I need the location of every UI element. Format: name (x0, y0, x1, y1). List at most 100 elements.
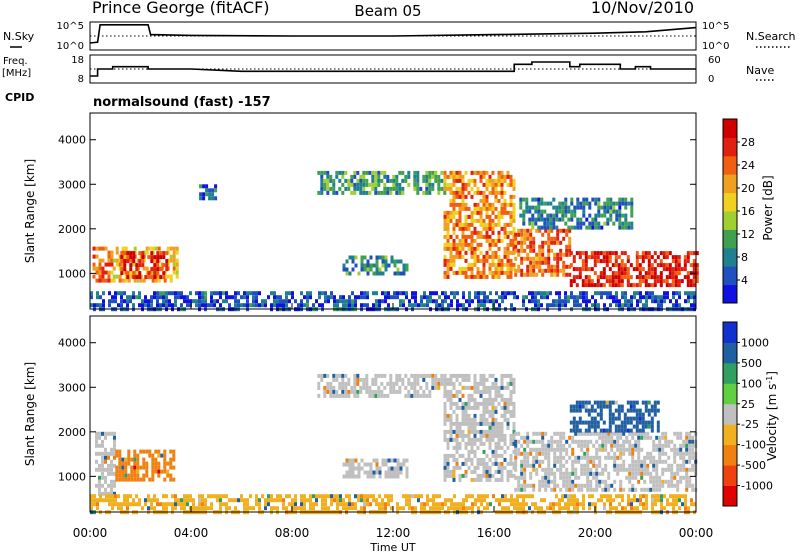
velocity-cell-r2 (380, 393, 384, 398)
velocity-cell-r0 (98, 443, 101, 448)
velocity-cell-r7 (303, 502, 306, 507)
power-cell-r9 (627, 225, 631, 230)
velocity-cell-r7 (672, 506, 675, 511)
velocity-cell-r2 (410, 385, 414, 390)
power-cell-r10 (156, 291, 159, 296)
velocity-cell-r7 (102, 498, 105, 503)
power-cell-r8 (692, 263, 696, 268)
velocity-cell-r7 (438, 506, 441, 511)
velocity-cell-r4 (449, 437, 453, 442)
power-cell-r1 (124, 278, 128, 283)
velocity-cell-r4 (503, 417, 507, 422)
power-cell-r10 (255, 291, 258, 296)
power-cell-r9 (573, 225, 577, 230)
velocity-cell-r5 (580, 439, 584, 444)
velocity-cell-r4 (449, 381, 453, 386)
velocity-cell-r1 (118, 473, 122, 478)
velocity-cell-r2 (431, 373, 435, 378)
power-cell-r1 (169, 254, 173, 259)
power-cell-r8 (680, 279, 684, 284)
velocity-cell-r4 (509, 389, 513, 394)
power-cell-r6 (470, 250, 474, 255)
velocity-cell-r3 (348, 466, 352, 471)
velocity-cell-r1 (142, 449, 146, 454)
power-cell-r6 (458, 178, 462, 183)
power-cell-r10 (201, 303, 204, 308)
power-cell-r8 (656, 275, 660, 280)
velocity-cell-r7 (678, 494, 681, 499)
velocity-cell-r5 (688, 443, 692, 448)
power-cell-r10 (414, 303, 417, 308)
velocity-cell-r5 (679, 475, 683, 480)
power-cell-r10 (606, 295, 609, 300)
velocity-cell-r7 (408, 506, 411, 511)
power-cell-r5 (378, 267, 382, 272)
ytick-label: 1000 (58, 470, 86, 483)
power-cell-r10 (318, 291, 321, 296)
velocity-cell-r0 (110, 487, 113, 492)
velocity-cell-r4 (461, 393, 465, 398)
velocity-cell-r1 (145, 461, 149, 466)
power-cell-r10 (225, 291, 228, 296)
velocity-cell-r5 (619, 447, 623, 452)
power-cell-r6 (485, 238, 489, 243)
velocity-cell-r7 (630, 498, 633, 503)
velocity-cell-r5 (529, 471, 533, 476)
velocity-cell-r5 (679, 463, 683, 468)
power-cell-r1 (112, 266, 116, 271)
velocity-cell-r6 (590, 408, 594, 413)
colorbar-swatch (723, 137, 737, 157)
velocity-cell-r4 (464, 409, 468, 414)
velocity-cell-r5 (652, 459, 656, 464)
power-cell-r6 (509, 238, 513, 243)
power-cell-r10 (651, 295, 654, 300)
velocity-cell-r1 (163, 457, 167, 462)
power-cell-r4 (356, 170, 360, 175)
power-cell-r10 (462, 295, 465, 300)
velocity-cell-r5 (595, 479, 599, 484)
power-cell-r6 (506, 222, 510, 227)
velocity-cell-r5 (586, 455, 590, 460)
velocity-cell-r4 (491, 437, 495, 442)
power-cell-r10 (393, 291, 396, 296)
power-cell-r10 (351, 299, 354, 304)
velocity-cell-r7 (354, 502, 357, 507)
power-cell-r10 (273, 299, 276, 304)
power-cell-r10 (609, 303, 612, 308)
velocity-cell-r7 (90, 494, 93, 499)
freq-right-tick-top: 60 (708, 55, 721, 66)
velocity-cell-r7 (408, 494, 411, 499)
power-cell-r10 (606, 291, 609, 296)
velocity-cell-r5 (517, 447, 521, 452)
velocity-cell-r4 (455, 425, 459, 430)
velocity-cell-r5 (571, 479, 575, 484)
velocity-cell-r6 (650, 416, 654, 421)
power-cell-r10 (432, 291, 435, 296)
velocity-cell-r7 (360, 506, 363, 511)
velocity-cell-r2 (395, 377, 399, 382)
velocity-cell-r5 (580, 471, 584, 476)
velocity-cell-r6 (656, 400, 660, 405)
power-cell-r8 (617, 263, 621, 268)
power-cell-r7 (517, 252, 521, 257)
power-cell-r10 (132, 295, 135, 300)
power-cell-r6 (491, 202, 495, 207)
power-cell-r10 (621, 303, 624, 308)
velocity-cell-r3 (405, 474, 409, 479)
velocity-cell-r7 (438, 494, 441, 499)
power-cell-r5 (396, 267, 400, 272)
velocity-cell-r5 (661, 451, 665, 456)
velocity-cell-r5 (652, 439, 656, 444)
power-cell-r10 (204, 291, 207, 296)
velocity-cell-r2 (362, 381, 366, 386)
velocity-cell-r4 (458, 389, 462, 394)
xtick-label: 12:00 (376, 526, 411, 540)
power-cell-r6 (473, 230, 477, 235)
power-cell-r10 (456, 303, 459, 308)
velocity-cell-r4 (443, 469, 447, 474)
velocity-cell-r7 (510, 502, 513, 507)
velocity-cell-r4 (500, 385, 504, 390)
velocity-cell-r2 (431, 377, 435, 382)
power-cell-r7 (532, 264, 536, 269)
velocity-cell-r1 (127, 477, 131, 482)
